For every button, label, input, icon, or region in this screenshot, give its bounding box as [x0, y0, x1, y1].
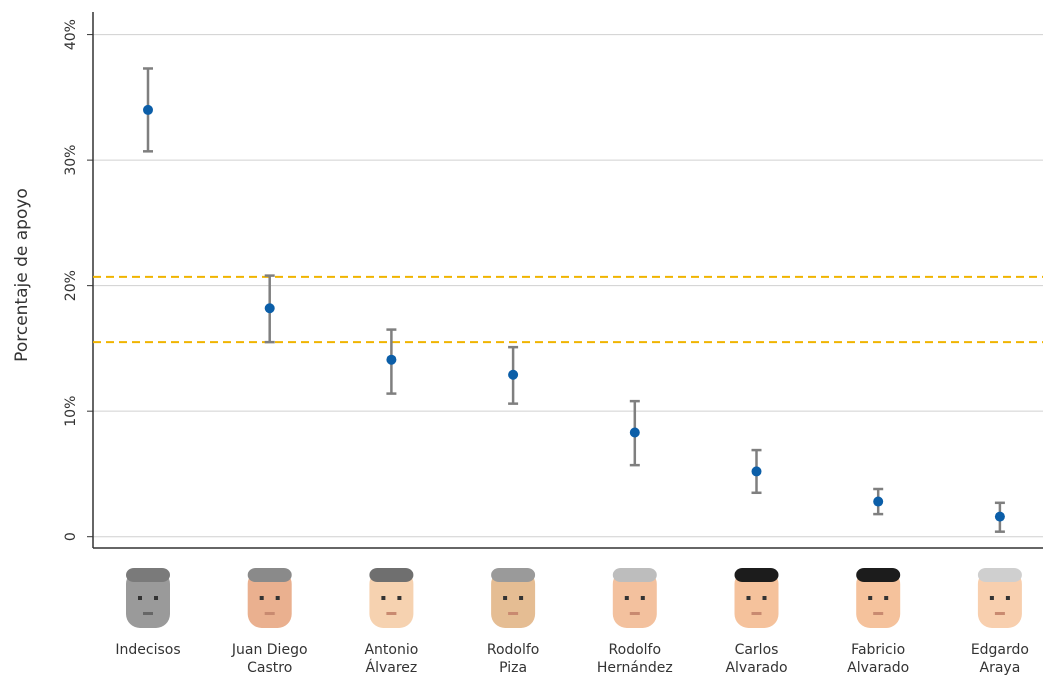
eye	[640, 596, 645, 600]
y-tick-label: 30%	[63, 145, 79, 176]
x-tick-label-line: Rodolfo	[609, 642, 662, 658]
face	[491, 570, 536, 628]
x-tick-label-line: Piza	[499, 660, 527, 676]
hair	[734, 568, 779, 582]
x-tick-label: Indecisos	[115, 642, 180, 658]
face	[612, 570, 657, 628]
eye	[138, 596, 142, 600]
x-tick-label-line: Carlos	[735, 642, 779, 658]
y-tick-label: 10%	[63, 396, 79, 427]
face	[856, 570, 901, 628]
point	[264, 303, 275, 314]
x-tick-label-line: Alvarado	[725, 660, 787, 676]
face	[247, 570, 292, 628]
x-tick-label-line: Rodolfo	[487, 642, 540, 658]
x-tick-label-line: Edgardo	[971, 642, 1029, 658]
x-tick-label-line: Álvarez	[366, 659, 418, 676]
x-tick-label-line: Alvarado	[847, 660, 909, 676]
mouth	[143, 612, 153, 615]
point	[386, 354, 397, 365]
eye	[259, 596, 264, 600]
x-tick-label-line: Hernández	[597, 660, 673, 676]
eye	[397, 596, 402, 600]
x-tick-label: Antonio Álvarez	[364, 642, 418, 676]
face	[369, 570, 414, 628]
hair	[126, 568, 170, 582]
face	[126, 570, 170, 628]
point	[629, 427, 640, 438]
x-tick-label: Carlos Alvarado	[725, 642, 787, 676]
point	[994, 511, 1005, 522]
x-tick-label-line: Indecisos	[115, 642, 180, 658]
point	[508, 369, 519, 380]
x-tick-label: Rodolfo Hernández	[597, 642, 673, 676]
eye	[503, 596, 508, 600]
y-tick-label: 40%	[63, 19, 79, 50]
eye	[1005, 596, 1010, 600]
y-axis-title: Porcentaje de apoyo	[12, 188, 32, 362]
x-tick-label-line: Castro	[247, 660, 292, 676]
mouth	[994, 612, 1005, 615]
eye	[519, 596, 524, 600]
eye	[884, 596, 889, 600]
mouth	[751, 612, 762, 615]
hair	[977, 568, 1022, 582]
x-tick-label-line: Antonio	[364, 642, 418, 658]
x-tick-label-line: Juan Diego	[231, 642, 308, 658]
eye	[868, 596, 873, 600]
face	[734, 570, 779, 628]
eye	[762, 596, 767, 600]
eye	[746, 596, 751, 600]
x-tick-label: Edgardo Araya	[971, 642, 1029, 676]
mouth	[873, 612, 884, 615]
x-tick-label-line: Fabricio	[851, 642, 905, 658]
x-tick-label: Fabricio Alvarado	[847, 642, 909, 676]
x-tick-label: Juan Diego Castro	[231, 642, 308, 676]
point	[751, 466, 762, 477]
eye	[275, 596, 280, 600]
eye	[154, 596, 158, 600]
face	[977, 570, 1022, 628]
x-tick-label-line: Araya	[980, 660, 1021, 676]
mouth	[508, 612, 519, 615]
mouth	[386, 612, 397, 615]
y-tick-label: 20%	[63, 270, 79, 301]
point	[873, 496, 884, 507]
eye	[381, 596, 386, 600]
mouth	[629, 612, 640, 615]
point	[143, 104, 153, 115]
hair	[247, 568, 292, 582]
eye	[989, 596, 994, 600]
x-tick-label: Rodolfo Piza	[487, 642, 540, 676]
hair	[369, 568, 414, 582]
hair	[612, 568, 657, 582]
hair	[856, 568, 901, 582]
eye	[624, 596, 629, 600]
mouth	[264, 612, 275, 615]
hair	[491, 568, 536, 582]
y-tick-label: 0	[63, 532, 79, 541]
